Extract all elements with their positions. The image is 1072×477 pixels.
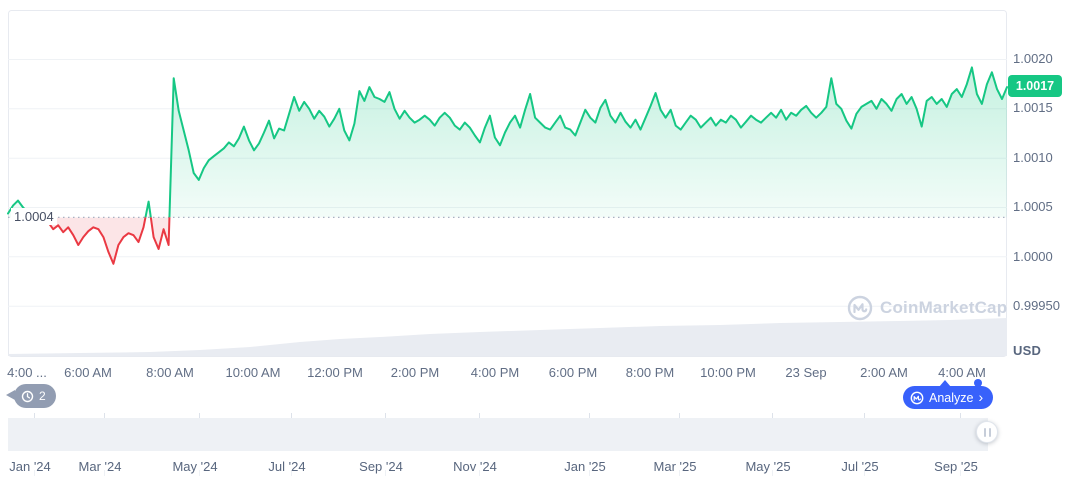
y-axis-label: 1.0010 xyxy=(1013,150,1053,165)
x-axis-label: 23 Sep xyxy=(785,365,827,380)
timeline-tick xyxy=(772,413,773,418)
timeline-date-label: Mar '25 xyxy=(653,459,697,474)
coinmarketcap-logo-icon xyxy=(910,391,924,404)
x-axis-label: 6:00 AM xyxy=(64,365,112,380)
timeline-tick xyxy=(772,470,773,476)
x-axis-label: 4:00 AM xyxy=(938,365,986,380)
x-axis-label: 4:00 ... xyxy=(7,365,47,380)
x-axis-label: 8:00 AM xyxy=(146,365,194,380)
timeline-tick xyxy=(199,413,200,418)
timeline-tick xyxy=(291,470,292,476)
timeline-tick xyxy=(104,413,105,418)
x-axis-label: 2:00 AM xyxy=(860,365,908,380)
timeline-tick xyxy=(960,470,961,476)
x-axis-label: 4:00 PM xyxy=(470,365,520,380)
timeline-tick xyxy=(679,470,680,476)
timeline-date-label: Jul '24 xyxy=(268,459,306,474)
timeline-date-label: Nov '24 xyxy=(453,459,497,474)
current-time-marker-dot xyxy=(974,379,982,387)
timeline-date-label: May '25 xyxy=(745,459,791,474)
current-price-badge: 1.0017 xyxy=(1008,75,1062,97)
x-axis-label: 6:00 PM xyxy=(548,365,598,380)
x-axis-label: 10:00 PM xyxy=(700,365,756,380)
analyze-button[interactable]: Analyze › xyxy=(903,386,994,409)
timeline-scrubber[interactable] xyxy=(8,418,988,451)
timeline-date-label: Jan '25 xyxy=(564,459,606,474)
timeline-tick xyxy=(104,470,105,476)
watermark-text: CoinMarketCap xyxy=(880,298,1008,317)
timeline-tick xyxy=(385,413,386,418)
timeline-tick xyxy=(589,413,590,418)
history-count-badge: 2 xyxy=(39,389,46,403)
coinmarketcap-watermark: CoinMarketCap xyxy=(847,295,1007,321)
y-axis-label: 1.0020 xyxy=(1013,51,1053,66)
timeline-tick xyxy=(199,470,200,476)
timeline-tick xyxy=(864,470,865,476)
y-axis-label: 1.0015 xyxy=(1013,100,1053,115)
x-axis-label: 10:00 AM xyxy=(225,365,281,380)
x-axis-label: 12:00 PM xyxy=(307,365,363,380)
history-button[interactable]: 2 xyxy=(14,384,56,408)
timeline-tick xyxy=(34,470,35,476)
timeline-tick xyxy=(34,413,35,418)
timeline-tick xyxy=(479,470,480,476)
history-pill-tail xyxy=(6,390,15,400)
x-axis-label: 2:00 PM xyxy=(390,365,440,380)
y-axis-label: 1.0005 xyxy=(1013,199,1053,214)
timeline-tick xyxy=(589,470,590,476)
timeline-date-label: Mar '24 xyxy=(78,459,122,474)
timeline-date-label: Sep '25 xyxy=(934,459,978,474)
y-axis-label: 1.0000 xyxy=(1013,249,1053,264)
timeline-tick xyxy=(479,413,480,418)
chevron-right-icon: › xyxy=(978,389,984,405)
timeline-date-label: Jan '24 xyxy=(9,459,51,474)
x-axis-label: 8:00 PM xyxy=(625,365,675,380)
y-axis-unit-label: USD xyxy=(1013,343,1042,358)
scrubber-handle[interactable] xyxy=(976,421,998,443)
drag-handle-icon xyxy=(983,427,986,437)
history-clock-icon xyxy=(21,390,34,402)
coinmarketcap-logo-icon xyxy=(847,295,873,321)
timeline-tick xyxy=(385,470,386,476)
analyze-label: Analyze xyxy=(929,390,974,405)
timeline-tick xyxy=(679,413,680,418)
drag-handle-icon xyxy=(988,427,991,437)
timeline-tick xyxy=(291,413,292,418)
timeline-date-label: Sep '24 xyxy=(359,459,403,474)
timeline-date-label: Jul '25 xyxy=(841,459,879,474)
y-axis-label: 0.99950 xyxy=(1013,298,1060,313)
timeline-date-label: May '24 xyxy=(172,459,218,474)
analyze-button-tail xyxy=(939,380,951,387)
timeline-tick xyxy=(864,413,865,418)
baseline-price-label: 1.0004 xyxy=(11,208,57,225)
timeline-tick xyxy=(960,413,961,418)
